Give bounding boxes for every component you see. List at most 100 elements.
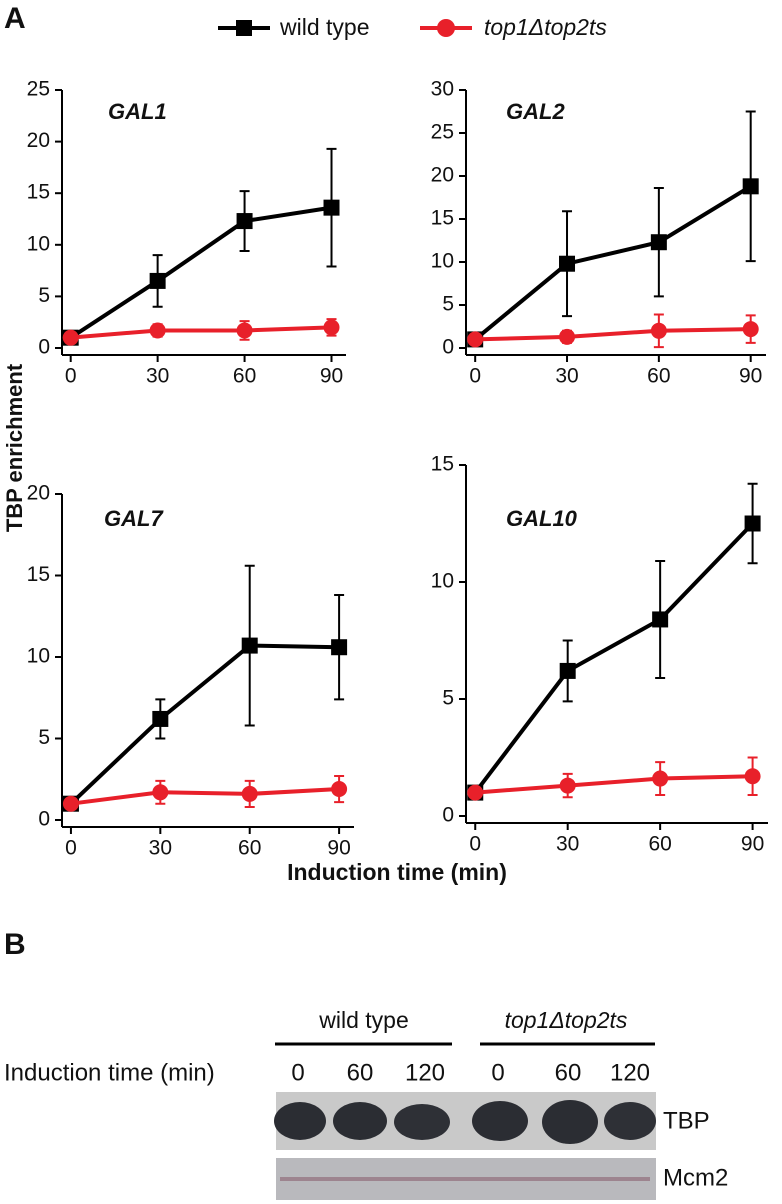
- chart-title: GAL1: [108, 99, 167, 124]
- marker: [744, 515, 761, 532]
- marker: [62, 795, 79, 812]
- band: [604, 1102, 656, 1140]
- y-tick-label: 25: [27, 78, 50, 101]
- x-tick-label: 30: [149, 837, 172, 860]
- lane-label: 120: [405, 1059, 445, 1086]
- marker: [559, 777, 576, 794]
- legend-label: top1Δtop2ts: [484, 14, 607, 40]
- band: [394, 1104, 450, 1140]
- x-axis-label: Induction time (min): [287, 859, 507, 885]
- group-label: wild type: [318, 1007, 408, 1033]
- x-tick-label: 90: [327, 837, 350, 860]
- marker: [742, 321, 759, 338]
- x-tick-label: 60: [648, 833, 671, 856]
- band-label: TBP: [663, 1107, 710, 1134]
- marker: [652, 611, 669, 628]
- y-tick-label: 5: [38, 726, 50, 749]
- marker: [559, 328, 576, 345]
- y-tick-label: 20: [27, 129, 50, 152]
- x-tick-label: 60: [238, 837, 261, 860]
- band: [333, 1102, 387, 1140]
- x-tick-label: 0: [469, 365, 481, 388]
- marker: [236, 322, 253, 339]
- marker: [152, 710, 169, 727]
- y-axis-label: TBP enrichment: [2, 363, 27, 532]
- y-tick-label: 0: [442, 804, 454, 827]
- x-tick-label: 60: [233, 365, 256, 388]
- band: [280, 1177, 650, 1181]
- marker: [559, 662, 576, 679]
- lane-label: 60: [347, 1059, 374, 1086]
- lane-label: 0: [291, 1059, 304, 1086]
- y-tick-label: 10: [27, 645, 50, 668]
- legend-marker: [236, 20, 252, 36]
- y-tick-label: 20: [27, 482, 50, 505]
- y-tick-label: 15: [431, 453, 454, 476]
- y-tick-label: 5: [38, 284, 50, 307]
- marker: [149, 272, 166, 289]
- x-tick-label: 30: [146, 365, 169, 388]
- western-blot: wild type top1Δtop2ts Induction time (mi…: [4, 1007, 728, 1200]
- panel-label: B: [4, 928, 26, 961]
- legend-label: wild type: [279, 14, 369, 40]
- marker: [742, 178, 759, 195]
- marker: [149, 322, 166, 339]
- x-tick-label: 90: [739, 365, 762, 388]
- y-tick-label: 10: [27, 232, 50, 255]
- y-tick-label: 25: [431, 121, 454, 144]
- x-tick-label: 90: [741, 833, 764, 856]
- series-line: [70, 787, 340, 806]
- marker: [650, 322, 667, 339]
- marker: [152, 784, 169, 801]
- legend: wild type top1Δtop2ts: [218, 14, 607, 40]
- chart-title: GAL2: [506, 99, 565, 124]
- marker: [331, 639, 348, 656]
- series-line: [473, 184, 752, 341]
- band: [472, 1101, 528, 1141]
- x-tick-label: 90: [320, 365, 343, 388]
- marker: [323, 319, 340, 336]
- y-tick-label: 10: [431, 570, 454, 593]
- marker: [331, 781, 348, 798]
- marker: [467, 331, 484, 348]
- marker: [236, 213, 253, 230]
- chart-title: GAL10: [506, 506, 578, 531]
- chart-title: GAL7: [104, 506, 164, 531]
- series-line: [69, 205, 332, 340]
- y-tick-label: 5: [442, 687, 454, 710]
- x-tick-label: 0: [65, 365, 77, 388]
- y-tick-label: 30: [431, 78, 454, 101]
- series-line: [475, 327, 751, 342]
- marker: [650, 234, 667, 251]
- marker: [241, 785, 258, 802]
- band: [542, 1100, 598, 1144]
- legend-marker: [437, 19, 455, 37]
- x-tick-label: 30: [556, 833, 579, 856]
- series-line: [70, 325, 332, 340]
- y-tick-label: 0: [38, 808, 50, 831]
- x-tick-label: 0: [65, 837, 77, 860]
- y-tick-label: 0: [442, 336, 454, 359]
- row-label: Induction time (min): [4, 1059, 215, 1086]
- marker: [62, 329, 79, 346]
- y-tick-label: 0: [38, 336, 50, 359]
- series-line: [475, 774, 753, 795]
- y-tick-label: 20: [431, 164, 454, 187]
- y-tick-label: 5: [442, 293, 454, 316]
- x-tick-label: 0: [469, 833, 481, 856]
- marker: [241, 637, 258, 654]
- marker: [744, 768, 761, 785]
- x-tick-label: 60: [647, 365, 670, 388]
- series-line: [473, 522, 755, 794]
- panel-label: A: [4, 2, 26, 35]
- lane-label: 120: [610, 1059, 650, 1086]
- lane-label: 60: [555, 1059, 582, 1086]
- y-tick-label: 15: [431, 207, 454, 230]
- y-tick-label: 15: [27, 181, 50, 204]
- marker: [323, 199, 340, 216]
- y-tick-label: 10: [431, 250, 454, 273]
- band: [274, 1102, 326, 1140]
- group-label: top1Δtop2ts: [505, 1007, 628, 1033]
- band-label: Mcm2: [663, 1164, 728, 1191]
